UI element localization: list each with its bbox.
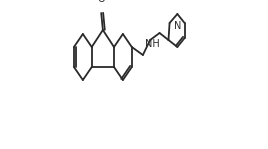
Text: O: O [97, 0, 105, 4]
Text: NH: NH [145, 39, 160, 49]
Text: N: N [174, 21, 181, 31]
